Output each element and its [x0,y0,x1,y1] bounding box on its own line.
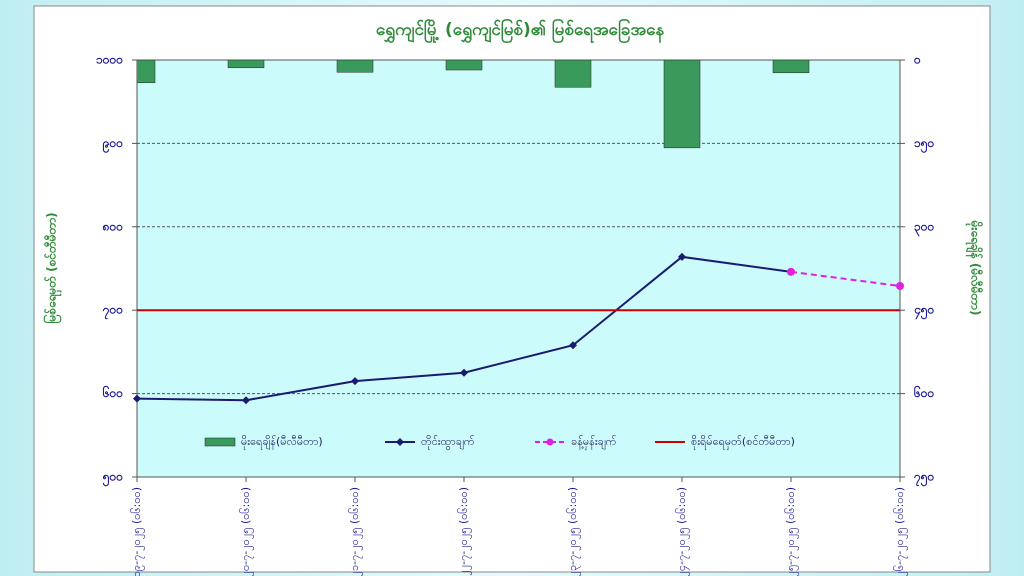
x-tick-label: ၂၀-၇-၂၀၂၅ (၀၆:၀၀) [239,487,254,576]
y2-tick-label: ၃၀၀ [914,219,935,237]
y-tick-label: ၅၀၀ [102,470,124,488]
legend-marker [396,438,404,446]
y2-axis-label: မိုးရေချိန် (မီလီမီတာ) [965,220,985,316]
y2-tick-label: ၀ [913,53,921,67]
marker [351,377,359,386]
x-tick-label: ၁၉-၇-၂၀၂၅ (၀၆:၀၀) [130,487,145,576]
bar [554,60,592,88]
x-tick-label: ၂၁-၇-၂၀၂၅ (၀၆:၀၀) [348,487,363,576]
bar [445,60,483,71]
x-tick-label: ၂၃-၇-၂၀၂၅ (၀၆:၀၀) [566,487,581,576]
legend-label: တိုင်းထွာချက် [421,435,475,450]
y2-tick-label: ၆၀၀ [913,384,935,400]
y-tick-label: ၈၀၀ [102,219,124,233]
y2-tick-label: ၄၅၀ [913,303,935,321]
y-tick-label: ၁၀၀၀ [96,53,123,67]
marker [460,368,468,377]
y-tick-label: ၆၀၀ [102,384,124,400]
legend-swatch [204,437,236,447]
chart-title: ရွှေကျင်မြို့ (ရွှေကျင်မြစ်)၏ မြစ်ရေအခြေ… [376,17,665,44]
marker [896,282,904,291]
bar [137,60,156,84]
marker [242,396,250,405]
legend-marker [546,438,554,446]
data-line [790,270,901,288]
bar [227,60,265,69]
legend-label: စိုးရိမ်ရေမှတ်(စင်တီမီတာ) [691,435,795,450]
y2-tick-label: ၇၅၀ [913,470,935,488]
x-tick-label: ၂၄-၇-၂၀၂၅ (၀၆:၀၀) [675,487,690,576]
plot-area [136,59,901,478]
bar [772,60,810,74]
y-axis-label: မြစ်ရေမှတ် (စင်တီမီတာ) [42,212,63,323]
y2-tick-label: ၁၅၀ [914,136,935,154]
bar [663,60,701,149]
marker [569,341,577,350]
legend-label: ခန့်မှန်းချက် [571,435,617,450]
x-tick-label: ၂၅-၇-၂၀၂၅ (၀၆:၀၀) [784,487,799,576]
marker [787,267,795,276]
marker [678,252,686,261]
x-tick-label: ၂၂-၇-၂၀၂၅ (၀၆:၀၀) [457,487,472,576]
x-tick-label: ၂၆-၇-၂၀၂၅ (၀၆:၀၀) [893,487,908,576]
marker [133,394,141,403]
legend-label: မိုးရေချိန်(မီလီမီတာ) [241,435,323,450]
y-tick-label: ၉၀၀ [102,136,124,154]
bar [336,60,374,73]
y-tick-label: ၇၀၀ [102,303,124,321]
